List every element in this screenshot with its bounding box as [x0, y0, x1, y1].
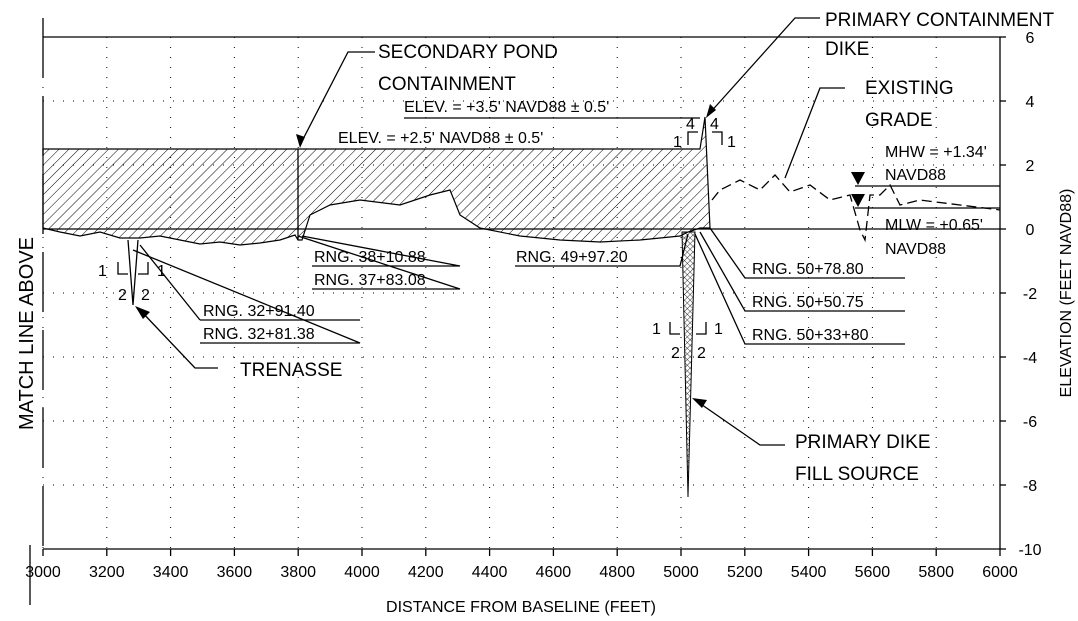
slope-label: 2 — [118, 287, 127, 304]
slope-label: 2 — [141, 287, 150, 304]
label: EXISTING — [865, 78, 954, 99]
mhw-symbol — [851, 172, 865, 185]
slope-bracket — [138, 262, 149, 275]
slope-label: 1 — [727, 134, 736, 151]
slope-bracket — [669, 322, 680, 335]
match-line-label: MATCH LINE ABOVE — [16, 237, 38, 430]
leader — [694, 233, 905, 345]
label: FILL SOURCE — [795, 464, 919, 485]
slope-label: 1 — [673, 134, 682, 151]
label: RNG. 32+81.38 — [203, 326, 315, 343]
y-tick-label: 6 — [1026, 30, 1035, 47]
leader — [694, 399, 785, 446]
label: MLW = +0.65' — [885, 217, 983, 234]
x-tick-label: 5200 — [727, 564, 763, 581]
label: ELEV. = +2.5' NAVD88 ± 0.5' — [338, 130, 543, 147]
slope-bracket — [696, 322, 707, 335]
x-tick-label: 6000 — [982, 564, 1018, 581]
mlw-symbol — [851, 194, 865, 207]
label: RNG. 50+50.75 — [752, 294, 864, 311]
slope-bracket — [712, 131, 723, 145]
x-tick-label: 4600 — [536, 564, 572, 581]
arrow — [706, 104, 716, 118]
slope-label: 1 — [652, 321, 661, 338]
y-tick-label: 0 — [1026, 222, 1035, 239]
y-tick-label: -10 — [1018, 542, 1041, 559]
leader — [301, 235, 461, 267]
slope-bracket — [687, 131, 698, 145]
slope-label: 1 — [714, 321, 723, 338]
label: NAVD88 — [885, 167, 946, 184]
fill-section — [42, 116, 711, 246]
x-tick-label: 5000 — [663, 564, 699, 581]
leader — [132, 249, 361, 344]
x-tick-label: 4400 — [472, 564, 508, 581]
leader — [707, 17, 820, 116]
y-tick-label: 4 — [1026, 94, 1035, 111]
label: RNG. 50+33+80 — [752, 327, 869, 344]
label: RNG. 49+97.20 — [516, 249, 628, 266]
label: SECONDARY POND — [378, 42, 558, 63]
arrow — [296, 134, 305, 148]
x-tick-label: 4200 — [408, 564, 444, 581]
x-axis-title: DISTANCE FROM BASELINE (FEET) — [386, 599, 656, 616]
y-axis-title: ELEVATION (FEET NAVD88) — [1058, 189, 1075, 398]
label: DIKE — [825, 39, 869, 60]
x-tick-label: 3400 — [153, 564, 189, 581]
leader — [709, 227, 905, 279]
x-tick-label: 3200 — [89, 564, 125, 581]
label: PRIMARY CONTAINMENT — [825, 10, 1054, 31]
label: GRADE — [865, 110, 933, 131]
x-tick-label: 3600 — [217, 564, 253, 581]
slope-label: 2 — [671, 345, 680, 362]
x-tick-label: 4800 — [599, 564, 635, 581]
label: RNG. 38+10.88 — [314, 249, 426, 266]
existing-grade — [711, 174, 1001, 243]
slope-label: 4 — [710, 116, 719, 133]
slope-label: 1 — [98, 263, 107, 280]
trenasse-cut — [127, 239, 139, 306]
arrow — [692, 398, 707, 408]
label: RNG. 37+83.08 — [314, 272, 426, 289]
slope-label: 2 — [697, 345, 706, 362]
leader — [299, 51, 375, 146]
label: TRENASSE — [240, 360, 342, 381]
x-tick-label: 3800 — [280, 564, 316, 581]
x-tick-label: 3000 — [25, 564, 61, 581]
label: NAVD88 — [885, 241, 946, 258]
y-tick-label: -4 — [1023, 350, 1037, 367]
label: MHW = +1.34' — [885, 144, 987, 161]
slope-bracket — [117, 262, 128, 275]
leader — [297, 235, 461, 290]
y-tick-label: 2 — [1026, 158, 1035, 175]
slope-label: 1 — [157, 263, 166, 280]
x-tick-label: 5600 — [855, 564, 891, 581]
y-tick-label: -6 — [1023, 414, 1037, 431]
fill-source — [681, 231, 696, 498]
label: PRIMARY DIKE — [795, 432, 931, 453]
label: RNG. 32+91.40 — [203, 303, 315, 320]
y-tick-label: -8 — [1023, 478, 1037, 495]
arrow — [135, 306, 150, 319]
x-tick-label: 5800 — [918, 564, 954, 581]
label: CONTAINMENT — [378, 74, 516, 95]
leader — [784, 87, 845, 179]
label: ELEV. = +3.5' NAVD88 ± 0.5' — [404, 99, 609, 116]
label: RNG. 50+78.80 — [752, 261, 864, 278]
leader — [515, 233, 689, 267]
x-tick-label: 5400 — [791, 564, 827, 581]
x-tick-label: 4000 — [344, 564, 380, 581]
leader — [699, 231, 905, 312]
slope-label: 4 — [686, 116, 695, 133]
y-tick-label: -2 — [1023, 286, 1037, 303]
leader — [139, 309, 218, 369]
